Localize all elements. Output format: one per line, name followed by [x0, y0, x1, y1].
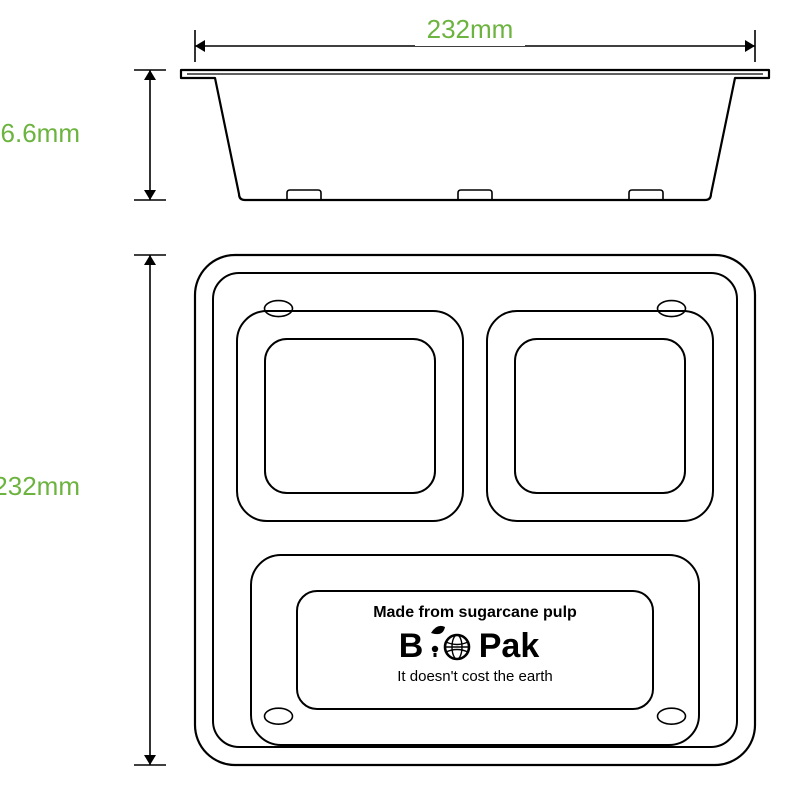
svg-text:B: B [399, 627, 424, 665]
brand-tagline: It doesn't cost the earth [397, 668, 552, 685]
dim-depth [134, 255, 166, 765]
svg-text:Pak: Pak [479, 627, 540, 665]
brand-logo: B Pak [399, 626, 540, 665]
brand-material: Made from sugarcane pulp [373, 604, 577, 621]
dim-depth-label: 232mm [0, 471, 80, 501]
side-view [181, 70, 769, 200]
dim-width-label: 232mm [427, 14, 514, 44]
top-view: B Pak [195, 255, 755, 765]
dim-height [134, 70, 166, 200]
dim-height-label: 46.6mm [0, 118, 80, 148]
